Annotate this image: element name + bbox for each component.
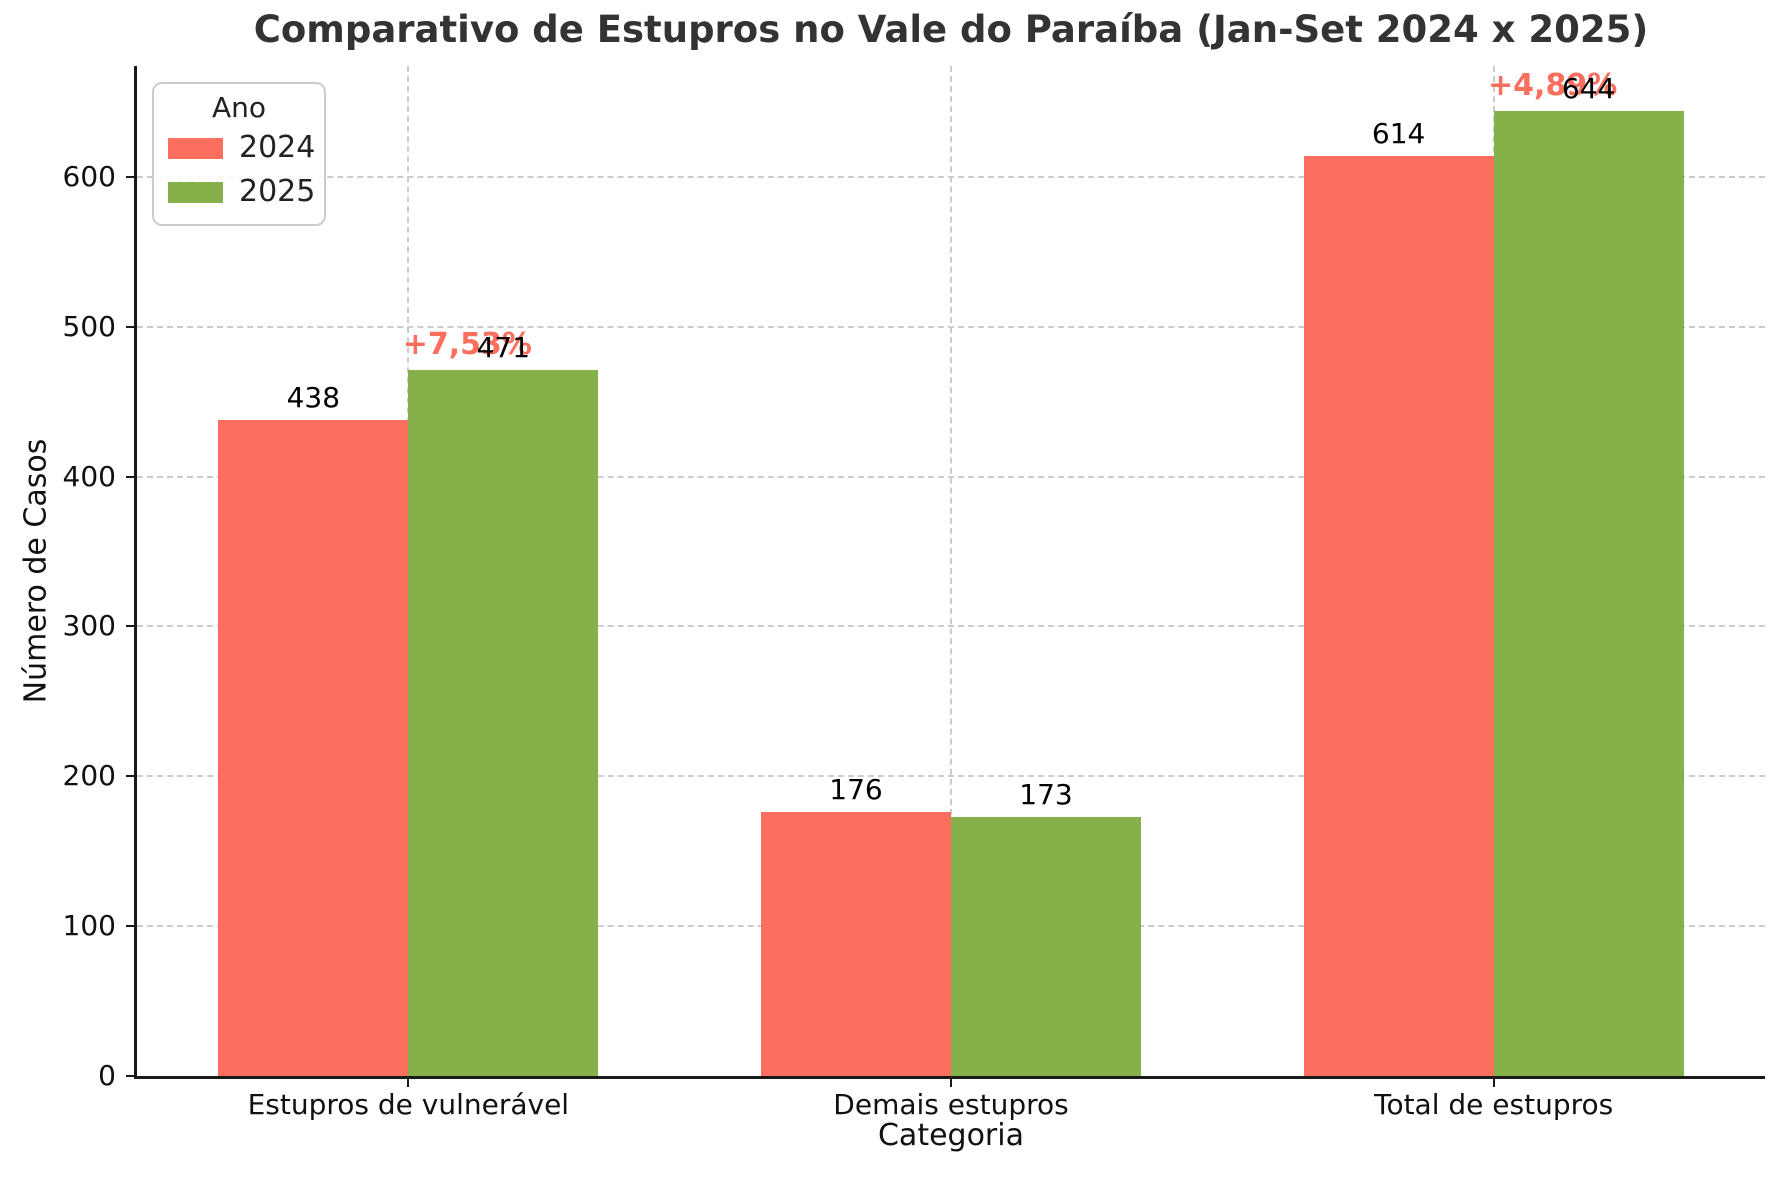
chart-title: Comparativo de Estupros no Vale do Paraí… [253, 8, 1649, 51]
x-axis-spine [134, 1076, 1765, 1079]
bar-value-label: 438 [286, 380, 341, 414]
legend-swatch-2024 [168, 137, 223, 159]
annotation-pct: +7,53% [402, 327, 532, 363]
bar-2024-1 [761, 812, 951, 1076]
y-tickmark [126, 475, 134, 478]
bar-2024-2 [1303, 155, 1494, 1076]
x-axis-label: Categoria [877, 1118, 1024, 1153]
gridline-vertical [950, 66, 952, 1076]
x-tick-label: Total de estupros [1374, 1088, 1614, 1121]
y-tickmark [126, 175, 134, 178]
y-tick-label: 400 [62, 459, 116, 493]
bar-value-label: 471 [476, 331, 531, 365]
y-tickmark [126, 325, 134, 328]
y-tick-label: 200 [62, 759, 116, 793]
bar-2025-1 [951, 816, 1141, 1076]
y-tickmark [126, 1075, 134, 1077]
legend-label-2024: 2024 [239, 130, 316, 165]
y-tick-label: 600 [62, 159, 116, 193]
x-tick-label: Estupros de vulnerável [247, 1088, 570, 1121]
legend-title: Ano [211, 91, 267, 124]
bar-value-label: 176 [829, 773, 883, 807]
legend: Ano 2024 2025 [152, 82, 326, 226]
bar-2025-0 [408, 370, 599, 1076]
x-tickmark [950, 1079, 952, 1087]
y-tickmark [126, 625, 134, 628]
legend-swatch-2025 [168, 181, 223, 203]
y-tick-label: 100 [62, 909, 116, 943]
bar-value-label: 644 [1561, 71, 1616, 105]
y-tick-label: 0 [98, 1059, 116, 1092]
annotation-pct: +4,89% [1488, 67, 1618, 103]
y-tick-label: 500 [62, 309, 116, 343]
y-tick-label: 300 [62, 609, 116, 643]
bar-2024-0 [218, 419, 409, 1076]
legend-label-2025: 2025 [239, 174, 316, 209]
legend-item-2024: 2024 [154, 126, 324, 170]
bar-2025-2 [1493, 110, 1684, 1076]
x-tickmark [407, 1079, 410, 1087]
bar-value-label: 173 [1019, 777, 1073, 811]
y-axis-spine [134, 66, 137, 1079]
y-tickmark [126, 925, 134, 928]
y-tickmark [126, 775, 134, 778]
x-tick-label: Demais estupros [833, 1088, 1069, 1121]
x-tickmark [1492, 1079, 1495, 1087]
legend-item-2025: 2025 [154, 170, 324, 214]
bar-value-label: 614 [1371, 116, 1426, 150]
